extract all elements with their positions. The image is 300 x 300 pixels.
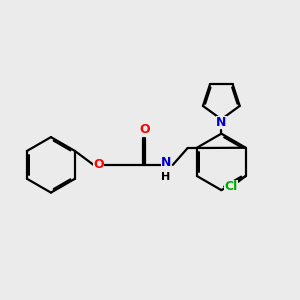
Text: Cl: Cl bbox=[224, 180, 238, 194]
Text: H: H bbox=[161, 172, 170, 182]
Text: O: O bbox=[140, 123, 150, 136]
Text: N: N bbox=[216, 116, 226, 129]
Text: O: O bbox=[93, 158, 104, 171]
Text: N: N bbox=[161, 156, 171, 170]
